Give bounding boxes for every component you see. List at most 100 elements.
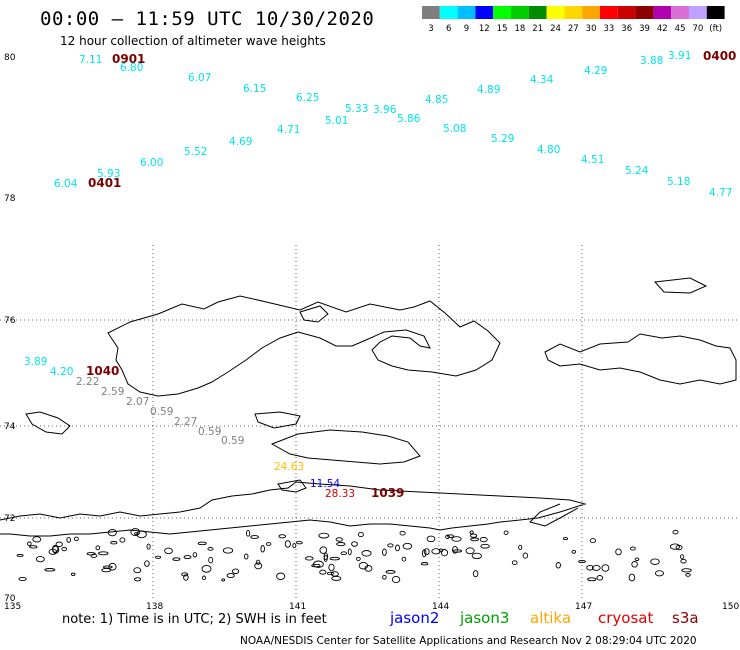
lon-label-141: 141: [289, 602, 306, 612]
lake-outline: [440, 549, 449, 557]
wave-height-value: 4.34: [530, 74, 554, 86]
legend-swatch-10: [600, 6, 618, 19]
lake-outline: [447, 534, 454, 538]
satellite-legend-s3a: s3a: [672, 609, 699, 627]
northern-small-island-outline: [653, 277, 708, 294]
lake-outline: [66, 536, 71, 543]
coastal-lakes: [16, 528, 692, 584]
lake-outline: [329, 556, 340, 561]
color-legend: 3 6 9 12 15 18 21 24 27 30 33 36 39 42 45 70 (ft): [422, 6, 725, 34]
lake-outline: [399, 530, 406, 536]
lake-outline: [591, 564, 601, 571]
lake-outline: [90, 553, 98, 558]
lake-outline: [326, 571, 334, 576]
legend-label-15: 70: [692, 24, 703, 34]
lake-outline: [680, 554, 685, 560]
lake-outline: [276, 572, 286, 581]
lake-outline: [32, 536, 42, 543]
lake-outline: [391, 575, 401, 584]
lake-outline: [336, 542, 346, 547]
lake-outline: [328, 563, 335, 572]
lake-outline: [364, 565, 373, 572]
legend-label-7: 24: [550, 24, 561, 34]
lake-outline: [201, 564, 212, 573]
pass-time-label: 1040: [86, 364, 119, 378]
lake-outline: [571, 549, 577, 554]
legend-swatch-6: [528, 6, 547, 19]
wave-height-value: 4.89: [477, 84, 500, 96]
legend-label-0: 3: [428, 24, 433, 34]
wave-height-value: 2.07: [126, 396, 149, 408]
lake-outline: [451, 536, 462, 542]
lake-outline: [208, 556, 214, 564]
lake-outline: [654, 570, 665, 577]
coastlines: [0, 277, 737, 537]
lake-outline: [685, 573, 691, 577]
legend-label-12: 39: [639, 24, 650, 34]
legend-label-4: 15: [497, 24, 508, 34]
wave-height-value: 6.15: [243, 83, 266, 95]
lake-outline: [130, 528, 141, 537]
lake-outline: [311, 563, 321, 568]
wave-height-value: 6.25: [296, 92, 319, 104]
lake-outline: [86, 552, 96, 556]
wave-height-value: 4.51: [581, 154, 604, 166]
legend-label-1: 6: [446, 24, 451, 34]
legend-label-14: 45: [675, 24, 686, 34]
wave-height-value: 0.59: [198, 426, 221, 438]
lat-label-72: 72: [4, 514, 15, 524]
legend-label-13: 42: [657, 24, 668, 34]
lake-outline: [634, 557, 640, 562]
lake-outline: [445, 534, 450, 540]
lake-outline: [70, 572, 76, 576]
graticule: [0, 245, 740, 600]
lake-outline: [387, 543, 394, 548]
lake-outline: [628, 573, 636, 582]
satellite-legend-jason2: jason2: [390, 609, 440, 627]
wave-height-value: 2.59: [101, 386, 124, 398]
lake-outline: [469, 533, 478, 538]
lake-outline: [319, 569, 327, 575]
lake-outline: [357, 531, 364, 538]
lake-outline: [102, 565, 113, 569]
legend-swatch-8: [564, 6, 583, 19]
legend-swatch-12: [635, 6, 654, 19]
lake-outline: [356, 556, 361, 561]
lake-outline: [243, 553, 249, 560]
lake-outline: [202, 575, 206, 581]
wave-height-value: 0.59: [150, 406, 173, 418]
wave-height-value: 6.07: [188, 72, 211, 84]
lake-outline: [254, 562, 263, 570]
lake-outline: [335, 537, 343, 542]
lat-label-80: 80: [4, 53, 16, 63]
lake-outline: [52, 545, 59, 553]
new-siberia-island-outline: [544, 333, 737, 385]
lake-outline: [423, 548, 430, 556]
lake-outline: [265, 542, 272, 546]
lake-outline: [469, 530, 474, 535]
wave-height-value: 5.52: [184, 146, 207, 158]
lake-outline: [323, 554, 328, 562]
lake-outline: [192, 552, 198, 558]
wave-height-value: 2.27: [174, 416, 197, 428]
axis-labels: 80 78 76 74 72 70 135 138 141 144 147 15…: [4, 53, 739, 612]
lake-outline: [284, 540, 291, 548]
lake-outline: [44, 568, 56, 572]
wave-height-value: 5.08: [443, 123, 466, 135]
page-subtitle: 12 hour collection of altimeter wave hei…: [60, 34, 326, 48]
lake-outline: [426, 535, 436, 543]
lake-outline: [578, 559, 586, 564]
lat-label-78: 78: [4, 194, 16, 204]
stolbovoy-island-outline: [25, 411, 71, 435]
lake-outline: [318, 532, 330, 539]
lake-outline: [98, 551, 109, 556]
lake-outline: [133, 567, 142, 574]
lake-outline: [589, 538, 597, 544]
lake-outline: [472, 570, 479, 578]
lat-label-70: 70: [4, 594, 16, 604]
legend-swatch-13: [653, 6, 672, 19]
lake-outline: [110, 541, 118, 545]
legend-label-9: 30: [586, 24, 597, 34]
lake-outline: [181, 572, 189, 577]
